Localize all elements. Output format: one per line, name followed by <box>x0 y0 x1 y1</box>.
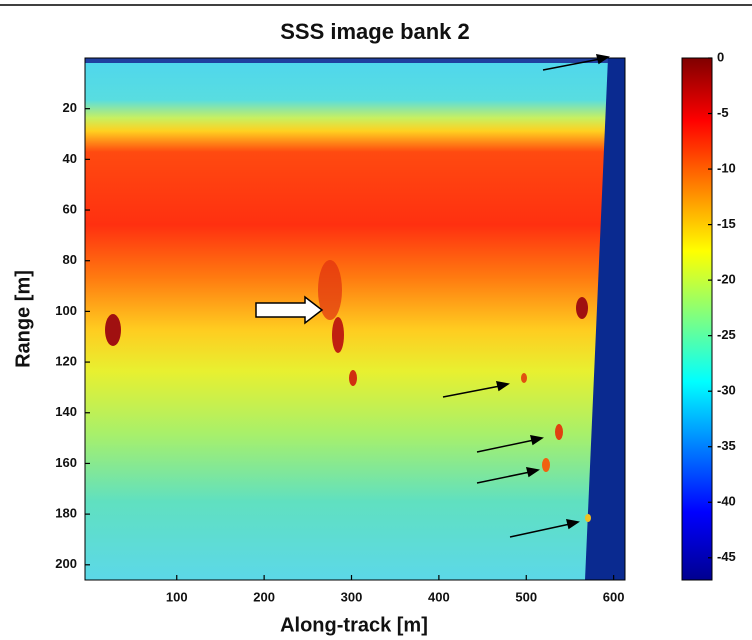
annotations <box>255 54 610 538</box>
heatmap-image <box>84 57 626 581</box>
x-tick-label: 400 <box>428 589 450 604</box>
y-tick-label: 160 <box>55 455 77 470</box>
y-tick-label: 40 <box>63 151 77 166</box>
x-axis-label: Along-track [m] <box>280 614 428 636</box>
colorbar <box>681 57 713 581</box>
colorbar-tick-label: -25 <box>717 327 736 342</box>
x-tick-label: 600 <box>603 589 625 604</box>
colorbar-tick-label: -30 <box>717 383 736 398</box>
y-tick-label: 60 <box>63 201 77 216</box>
y-tick-label: 80 <box>63 252 77 267</box>
y-tick-label: 140 <box>55 404 77 419</box>
colorbar-tick-label: -10 <box>717 161 736 176</box>
x-tick-label: 100 <box>166 589 188 604</box>
colorbar-tick-label: 0 <box>717 49 724 64</box>
y-axis-label: Range [m] <box>12 270 34 368</box>
y-tick-label: 200 <box>55 556 77 571</box>
x-tick-label: 500 <box>515 589 537 604</box>
colorbar-tick-label: -5 <box>717 105 729 120</box>
colorbar-tick-label: -15 <box>717 216 736 231</box>
y-tick-label: 100 <box>55 303 77 318</box>
chart-title: SSS image bank 2 <box>280 19 470 44</box>
y-tick-label: 180 <box>55 506 77 521</box>
colorbar-tick-label: -40 <box>717 494 736 509</box>
x-tick-label: 300 <box>341 589 363 604</box>
colorbar-tick-label: -45 <box>717 549 736 564</box>
y-tick-label: 20 <box>63 100 77 115</box>
colorbar-tick-label: -35 <box>717 438 736 453</box>
colorbar-tick-label: -20 <box>717 272 736 287</box>
y-tick-label: 120 <box>55 354 77 369</box>
x-tick-label: 200 <box>253 589 275 604</box>
